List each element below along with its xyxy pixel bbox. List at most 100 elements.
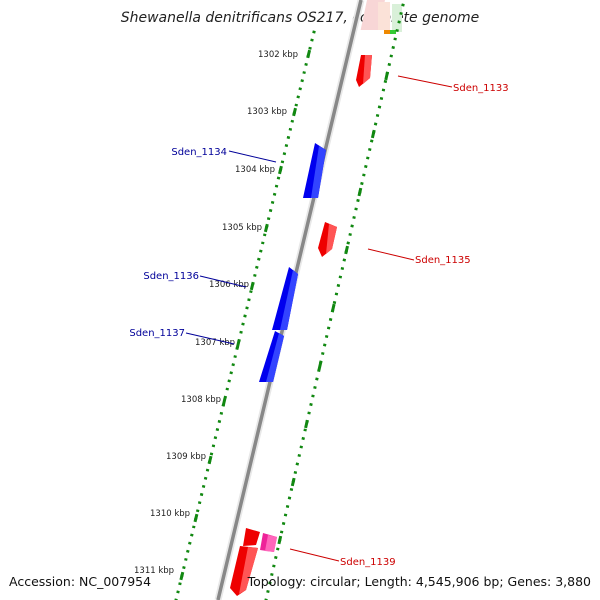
accession-label: Accession: NC_007954 bbox=[9, 574, 152, 589]
gene-features[interactable] bbox=[230, 55, 372, 596]
gene-label-sden-1137[interactable]: Sden_1137 bbox=[129, 328, 185, 339]
gene-labels[interactable]: Sden_1133 Sden_1134 Sden_1135 Sden_1136 … bbox=[129, 83, 508, 568]
scale-dot bbox=[294, 103, 298, 107]
scale-dot bbox=[328, 317, 333, 322]
scale-major-tick bbox=[290, 477, 296, 487]
scale-dot bbox=[315, 377, 319, 381]
gene-label-sden-1136[interactable]: Sden_1136 bbox=[143, 271, 199, 282]
scale-dot bbox=[199, 492, 204, 497]
scale-dot bbox=[201, 484, 206, 488]
gene-label-sden-1134[interactable]: Sden_1134 bbox=[171, 147, 227, 158]
gene-sden-1134-shade bbox=[311, 146, 326, 198]
scale-dot bbox=[255, 265, 259, 269]
scale-dot bbox=[274, 184, 279, 188]
gene-label-sden-1133[interactable]: Sden_1133 bbox=[453, 83, 509, 94]
scale-dot bbox=[261, 241, 265, 245]
scale-dot bbox=[387, 62, 392, 67]
scale-major-tick bbox=[330, 303, 336, 313]
scale-major-tick bbox=[221, 397, 227, 407]
scale-dot bbox=[389, 54, 393, 58]
gene-sden-1138[interactable] bbox=[243, 528, 260, 546]
scale-dot bbox=[285, 504, 290, 509]
scale-dot bbox=[274, 555, 278, 560]
scale-dot bbox=[213, 436, 218, 440]
scale-dot bbox=[197, 501, 202, 505]
scale-dot bbox=[391, 45, 395, 50]
scale-dot bbox=[296, 95, 300, 99]
top-feature-strips bbox=[360, 0, 402, 34]
scale-dot bbox=[227, 379, 231, 383]
scale-dot bbox=[362, 173, 366, 177]
scale-dot bbox=[332, 300, 337, 305]
scale-label: 1304 kbp bbox=[235, 165, 275, 175]
scale-major-tick bbox=[344, 245, 349, 255]
scale-dot bbox=[276, 547, 280, 551]
scale-dot bbox=[239, 330, 243, 334]
scale-major-tick bbox=[317, 361, 323, 371]
scale-dot bbox=[182, 566, 186, 570]
scale-dot bbox=[231, 363, 235, 367]
scale-major-tick bbox=[263, 223, 269, 233]
gene-sden-1136-shade bbox=[280, 270, 298, 330]
scale-dot bbox=[225, 387, 229, 391]
scale-dot bbox=[243, 314, 247, 318]
scale-major-tick bbox=[193, 513, 199, 523]
scale-dot bbox=[295, 462, 300, 466]
scale-dot bbox=[313, 385, 317, 390]
gene-sden-1137-shade bbox=[266, 333, 284, 382]
scale-label: 1310 kbp bbox=[150, 509, 190, 519]
scale-label: 1302 kbp bbox=[258, 50, 298, 60]
scale-dot bbox=[219, 411, 224, 415]
scale-dot bbox=[257, 257, 261, 261]
scale-dot bbox=[217, 419, 222, 424]
scale-dot bbox=[377, 105, 382, 109]
scale-dot bbox=[223, 395, 228, 399]
scale-dot bbox=[282, 152, 287, 156]
scale-dot bbox=[268, 581, 272, 585]
scale-dot bbox=[379, 96, 384, 101]
scale-dot bbox=[229, 371, 233, 375]
scale-dot bbox=[383, 79, 388, 84]
scale-dot bbox=[309, 402, 313, 407]
scale-dot bbox=[308, 46, 312, 50]
scale-dot bbox=[233, 355, 237, 359]
scale-dot bbox=[190, 533, 194, 537]
gene-sden-1133-shade bbox=[363, 55, 372, 84]
inner-scale-ring bbox=[264, 3, 405, 600]
scale-dot bbox=[301, 436, 305, 441]
label-leaders bbox=[185, 75, 453, 562]
scale-dot bbox=[348, 232, 352, 237]
scale-dot bbox=[346, 241, 350, 245]
scale-dot bbox=[399, 11, 403, 16]
scale-dot bbox=[245, 306, 249, 310]
scale-dot bbox=[302, 71, 306, 75]
scale-dot bbox=[174, 598, 178, 600]
scale-major-tick bbox=[357, 187, 363, 197]
scale-dot bbox=[303, 428, 307, 432]
scale-dot bbox=[289, 487, 294, 492]
scale-dot bbox=[307, 411, 311, 415]
scale-labels: 1302 kbp 1303 kbp 1304 kbp 1305 kbp 1306… bbox=[134, 50, 298, 576]
scale-dot bbox=[324, 334, 329, 339]
scale-dot bbox=[334, 292, 339, 296]
gene-label-sden-1135[interactable]: Sden_1135 bbox=[415, 255, 471, 266]
scale-dot bbox=[375, 113, 380, 118]
gene-label-sden-1139[interactable]: Sden_1139 bbox=[340, 557, 396, 568]
scale-dot bbox=[290, 119, 295, 123]
scale-dot bbox=[211, 444, 216, 448]
scale-dot bbox=[354, 207, 358, 211]
scale-dot bbox=[266, 217, 271, 221]
scale-major-tick bbox=[249, 281, 255, 291]
scale-dot bbox=[360, 181, 364, 186]
scale-dot bbox=[205, 468, 210, 472]
scale-dot bbox=[381, 88, 386, 92]
scale-dot bbox=[336, 283, 341, 288]
scale-dot bbox=[356, 198, 360, 203]
scale-dot bbox=[366, 156, 370, 160]
scale-dot bbox=[241, 322, 245, 326]
scale-major-tick bbox=[278, 165, 283, 175]
scale-dot bbox=[186, 549, 190, 553]
scale-dot bbox=[352, 215, 356, 220]
scale-dot bbox=[268, 208, 273, 213]
